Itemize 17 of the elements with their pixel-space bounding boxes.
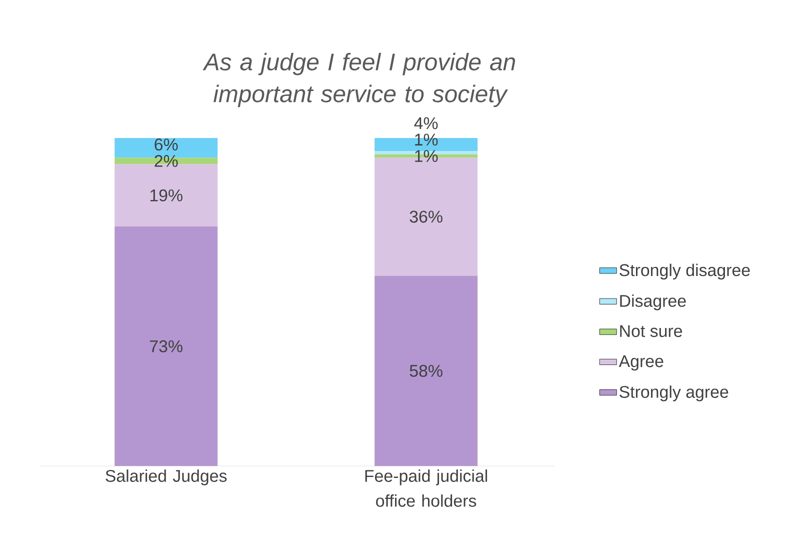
legend-label: Strongly agree xyxy=(620,386,728,402)
data-label: 58% xyxy=(410,364,442,377)
data-label: 73% xyxy=(150,340,182,352)
bar xyxy=(114,226,218,466)
x-tick-label: Salaried Judges xyxy=(106,470,227,486)
bar xyxy=(374,276,478,466)
legend-label: Not sure xyxy=(620,325,682,338)
data-label: 36% xyxy=(410,210,442,223)
chart-title: As a judge I feel I provide an important service to society xyxy=(202,52,516,108)
data-label: 19% xyxy=(150,189,182,202)
data-label: 4% xyxy=(414,117,438,130)
legend-label: Strongly disagree xyxy=(620,264,750,280)
data-label: 1% xyxy=(415,150,438,162)
legend-label: Agree xyxy=(618,355,664,371)
data-label: 6% xyxy=(154,138,178,151)
legend-label: Disagree xyxy=(620,294,686,310)
x-tick-label: Fee-paid judicial office holders xyxy=(365,470,488,507)
